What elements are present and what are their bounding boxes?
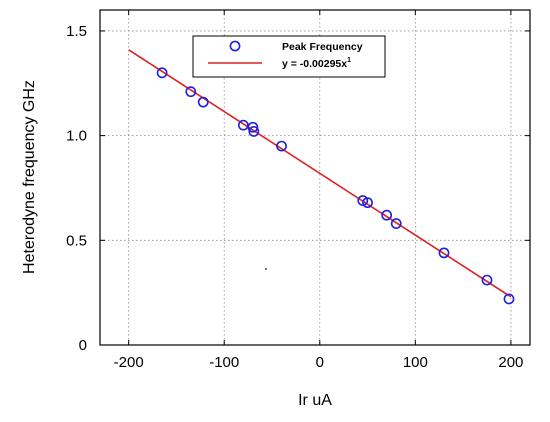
legend-fit-text: y = -0.00295x <box>282 58 347 70</box>
y-tick-label: 1.0 <box>66 128 87 145</box>
data-point-circle <box>438 247 450 259</box>
y-tick-label: 0 <box>79 337 87 354</box>
y-axis-label: Heterodyne frequency GHz <box>21 80 38 274</box>
data-point-circle <box>197 96 209 108</box>
plot-frame <box>99 9 531 346</box>
data-point-circle <box>362 197 373 209</box>
stray-dot <box>265 268 267 270</box>
x-axis-label: Ir uA <box>298 392 332 409</box>
x-tick-label: 200 <box>498 354 523 371</box>
data-point-circle <box>247 121 259 133</box>
data-point-circle <box>381 209 393 221</box>
legend-marker-circle-icon <box>229 40 241 52</box>
data-point-circle <box>156 67 168 79</box>
data-point-circle <box>276 140 287 152</box>
legend-fit-superscript: 1 <box>347 57 351 64</box>
data-point-circle <box>390 218 402 229</box>
y-tick-label: 1.5 <box>66 23 87 40</box>
legend-label-fit: y = -0.00295x1 <box>282 57 351 70</box>
legend-label-peak-frequency: Peak Frequency <box>282 41 363 53</box>
legend: Peak Frequency y = -0.00295x1 <box>192 35 386 78</box>
y-tick-label: 0.5 <box>66 232 87 249</box>
data-point-circle <box>481 274 493 286</box>
x-tick-label: 100 <box>403 354 428 371</box>
tick-labels: -200 -100 0 100 200 0 0.5 1.0 1.5 <box>66 23 523 371</box>
data-point-circle <box>248 126 260 137</box>
x-tick-label: 0 <box>316 354 324 371</box>
x-tick-label: -100 <box>209 354 239 371</box>
data-point-circle <box>185 86 197 98</box>
x-tick-label: -200 <box>114 354 144 371</box>
data-point-circle <box>503 293 515 305</box>
legend-box <box>192 35 386 78</box>
scatter-series <box>156 67 515 305</box>
